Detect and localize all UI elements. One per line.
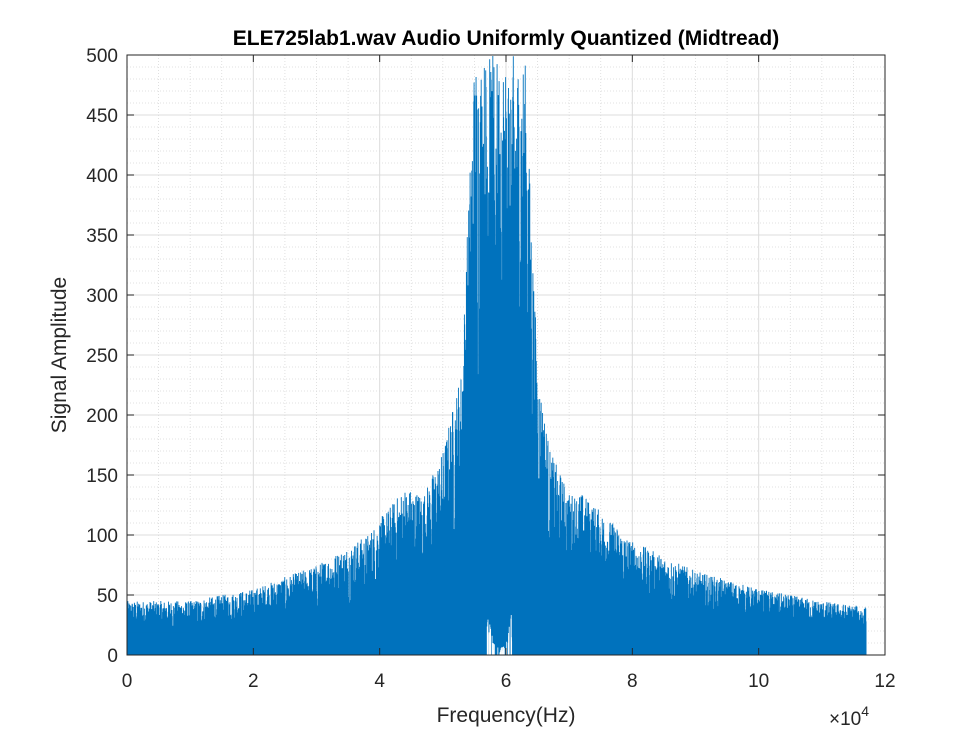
x-tick-labels: 0 2 4 6 8 10 12 (122, 671, 896, 692)
y-tick-label: 200 (86, 406, 118, 427)
x-exponent-power: 4 (861, 703, 869, 719)
ticks (126, 54, 886, 656)
y-tick-label: 50 (97, 586, 118, 607)
x-tick-label: 8 (627, 671, 638, 692)
x-tick-label: 6 (501, 671, 512, 692)
x-tick-label: 12 (874, 671, 895, 692)
y-tick-label: 0 (107, 646, 118, 667)
y-tick-label: 300 (86, 286, 118, 307)
y-tick-label: 450 (86, 106, 118, 127)
y-tick-label: 400 (86, 166, 118, 187)
x-axis-exponent: ×104 (829, 703, 869, 730)
x-tick-label: 4 (374, 671, 385, 692)
y-tick-label: 350 (86, 226, 118, 247)
y-axis-label: Signal Amplitude (48, 277, 71, 433)
y-tick-label: 100 (86, 526, 118, 547)
y-tick-labels: 0 50 100 150 200 250 300 350 400 450 500 (86, 46, 118, 667)
y-tick-label: 250 (86, 346, 118, 367)
x-tick-label: 10 (748, 671, 769, 692)
x-exponent-base: ×10 (829, 709, 861, 730)
x-axis-label: Frequency(Hz) (437, 704, 576, 727)
x-tick-label: 2 (248, 671, 259, 692)
y-tick-label: 150 (86, 466, 118, 487)
spectrum-core (127, 403, 867, 655)
x-tick-label: 0 (122, 671, 133, 692)
y-tick-label: 500 (86, 46, 118, 67)
chart-title: ELE725lab1.wav Audio Uniformly Quantized… (233, 27, 779, 50)
